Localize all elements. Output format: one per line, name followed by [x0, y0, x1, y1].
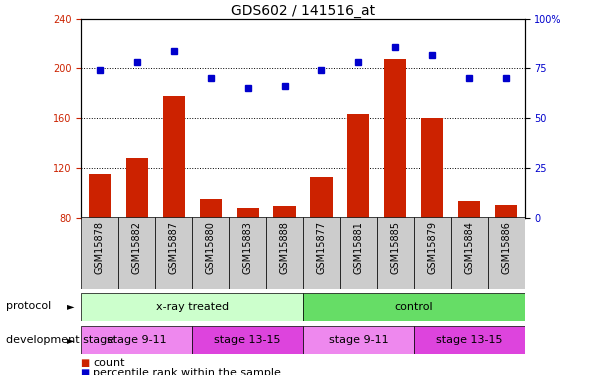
Bar [163, 96, 185, 218]
Bar [414, 217, 451, 289]
Bar [488, 217, 525, 289]
Text: control: control [394, 302, 433, 312]
Text: ■: ■ [80, 358, 89, 368]
Text: stage 9-11: stage 9-11 [329, 335, 388, 345]
Text: count: count [93, 358, 125, 368]
Text: GSM15888: GSM15888 [280, 221, 289, 274]
Bar [311, 177, 333, 218]
Bar [303, 217, 340, 289]
Text: GSM15878: GSM15878 [95, 221, 105, 274]
Bar [192, 217, 229, 289]
Text: protocol: protocol [6, 302, 51, 311]
Bar [347, 114, 370, 218]
Text: percentile rank within the sample: percentile rank within the sample [93, 368, 282, 375]
Bar [192, 326, 303, 354]
Text: ■: ■ [80, 368, 89, 375]
Text: x-ray treated: x-ray treated [156, 302, 229, 312]
Text: GSM15877: GSM15877 [317, 221, 326, 274]
Bar [126, 158, 148, 218]
Text: GSM15887: GSM15887 [169, 221, 178, 274]
Bar [81, 292, 303, 321]
Text: GSM15880: GSM15880 [206, 221, 216, 274]
Title: GDS602 / 141516_at: GDS602 / 141516_at [231, 4, 375, 18]
Text: GSM15885: GSM15885 [390, 221, 400, 274]
Bar [384, 58, 406, 217]
Bar [458, 201, 480, 217]
Bar [340, 217, 377, 289]
Bar [421, 118, 443, 218]
Text: stage 13-15: stage 13-15 [436, 335, 502, 345]
Text: ►: ► [68, 335, 75, 345]
Text: ►: ► [68, 302, 75, 311]
Bar [118, 217, 156, 289]
Bar [377, 217, 414, 289]
Text: stage 9-11: stage 9-11 [107, 335, 166, 345]
Bar [274, 206, 295, 218]
Bar [81, 326, 192, 354]
Bar [451, 217, 488, 289]
Bar [303, 292, 525, 321]
Bar [89, 174, 111, 217]
Text: GSM15884: GSM15884 [464, 221, 474, 274]
Bar [81, 217, 118, 289]
Text: GSM15882: GSM15882 [132, 221, 142, 274]
Text: stage 13-15: stage 13-15 [214, 335, 281, 345]
Bar [303, 326, 414, 354]
Bar [200, 199, 222, 217]
Text: GSM15883: GSM15883 [242, 221, 253, 274]
Text: GSM15886: GSM15886 [501, 221, 511, 274]
Bar [414, 326, 525, 354]
Bar [236, 208, 259, 218]
Text: development stage: development stage [6, 335, 114, 345]
Bar [495, 205, 517, 218]
Text: GSM15879: GSM15879 [428, 221, 437, 274]
Bar [266, 217, 303, 289]
Bar [229, 217, 266, 289]
Bar [156, 217, 192, 289]
Text: GSM15881: GSM15881 [353, 221, 364, 274]
